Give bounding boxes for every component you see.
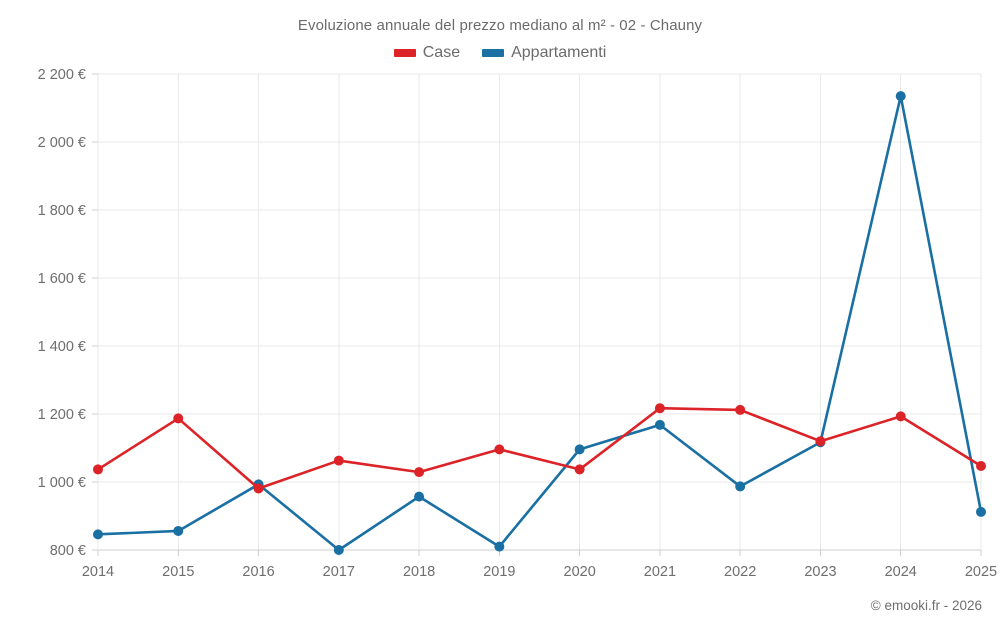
data-point[interactable] <box>735 481 746 492</box>
x-axis-tick-label: 2022 <box>724 564 756 580</box>
data-point[interactable] <box>173 525 184 536</box>
legend-item-case[interactable]: Case <box>393 44 461 62</box>
data-point[interactable] <box>574 464 585 475</box>
x-axis-tick-label: 2019 <box>483 564 515 580</box>
legend-label-appartamenti: Appartamenti <box>511 44 607 61</box>
data-point[interactable] <box>895 411 906 422</box>
data-point[interactable] <box>976 506 986 517</box>
data-point[interactable] <box>976 461 986 472</box>
data-point[interactable] <box>414 491 425 502</box>
chart-title: Evoluzione annuale del prezzo mediano al… <box>297 17 703 34</box>
data-point[interactable] <box>494 541 505 552</box>
legend-label-case: Case <box>422 44 461 61</box>
y-axis-tick-label: 1 200 € <box>38 407 86 423</box>
legend-item-appartamenti[interactable]: Appartamenti <box>482 44 606 62</box>
data-point[interactable] <box>333 455 344 466</box>
data-point[interactable] <box>173 413 184 424</box>
chart-legend: Case Appartamenti <box>0 44 1000 62</box>
data-point[interactable] <box>93 529 103 540</box>
data-point[interactable] <box>735 404 746 415</box>
data-point[interactable] <box>93 464 103 475</box>
data-point[interactable] <box>333 545 344 555</box>
data-point[interactable] <box>815 436 826 447</box>
series-line-appartamenti <box>96 94 983 552</box>
data-point[interactable] <box>414 467 425 478</box>
x-axis-tick-label: 2018 <box>403 564 435 580</box>
x-axis-tick-label: 2024 <box>885 564 917 580</box>
data-point[interactable] <box>895 91 906 102</box>
x-axis-tick-label: 2025 <box>965 564 997 580</box>
chart-credit: © emooki.fr - 2026 <box>870 598 982 613</box>
x-axis-tick-label: 2020 <box>564 564 596 580</box>
data-point[interactable] <box>253 483 264 494</box>
x-axis-tick-label: 2016 <box>242 564 274 580</box>
x-axis-tick-label: 2017 <box>323 564 355 580</box>
series-case <box>93 403 986 494</box>
y-axis-tick-label: 2 200 € <box>38 67 86 83</box>
data-point[interactable] <box>494 444 505 455</box>
legend-swatch-appartamenti <box>482 49 505 57</box>
data-point[interactable] <box>654 403 665 414</box>
x-axis-tick-label: 2015 <box>162 564 194 580</box>
series-line-case <box>96 406 983 490</box>
x-axis-tick-label: 2014 <box>82 564 114 580</box>
legend-swatch-case <box>393 49 416 57</box>
y-axis-tick-label: 1 600 € <box>38 271 86 287</box>
y-axis-tick-label: 1 800 € <box>38 203 86 219</box>
x-axis-tick-label: 2021 <box>644 564 676 580</box>
data-point[interactable] <box>574 444 585 455</box>
y-axis-tick-label: 2 000 € <box>38 135 86 151</box>
y-axis-tick-label: 1 400 € <box>38 339 86 355</box>
data-point[interactable] <box>654 419 665 430</box>
series-appartamenti <box>93 91 986 555</box>
x-axis-tick-label: 2023 <box>804 564 836 580</box>
y-axis-tick-label: 800 € <box>50 543 86 559</box>
y-axis-tick-label: 1 000 € <box>38 475 86 491</box>
